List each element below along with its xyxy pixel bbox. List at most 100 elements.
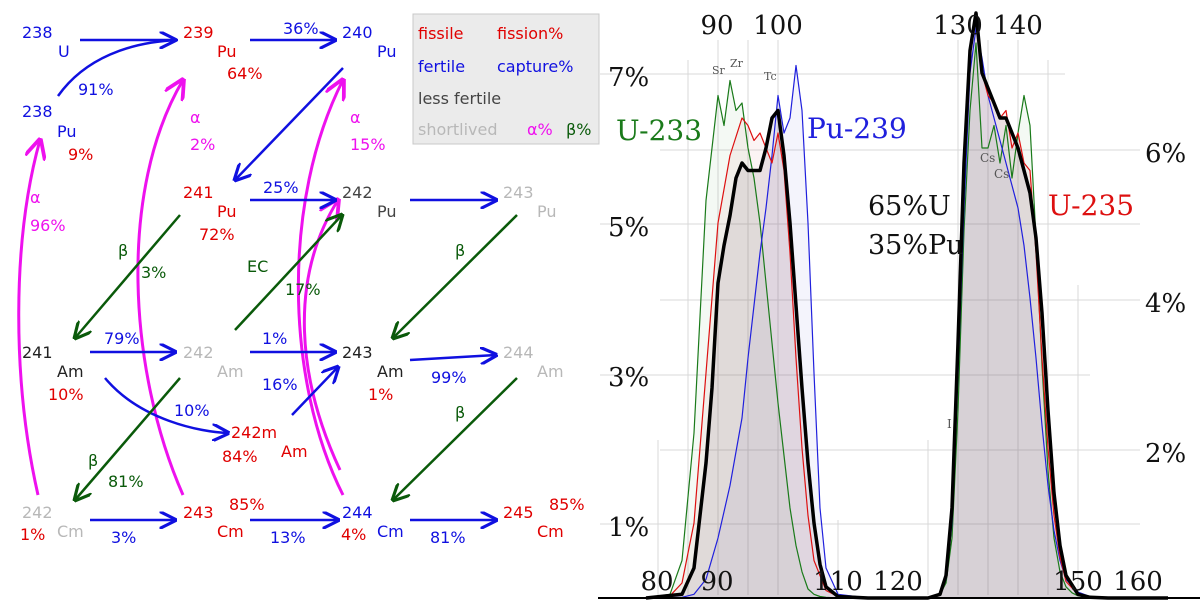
nuclide-pu240: 240 Pu bbox=[342, 23, 397, 61]
nuclide-cm244-symbol: Cm bbox=[377, 522, 404, 541]
nuclide-cm244-mass: 244 bbox=[342, 503, 373, 522]
label-alpha-cm242-pu238: α bbox=[30, 188, 41, 207]
legend-shortlived: shortlived bbox=[418, 120, 497, 139]
beta-arrow-am242-cm242 bbox=[75, 377, 181, 500]
legend-alpha-pct: α% bbox=[527, 120, 553, 139]
series-area-u235 bbox=[646, 13, 1168, 598]
x-tick-bottom-150: 150 bbox=[1053, 567, 1103, 597]
x-tick-bottom-80: 80 bbox=[640, 567, 673, 597]
nuclide-cm243-pct: 85% bbox=[229, 495, 265, 514]
element-label-sr: Sr bbox=[712, 64, 726, 77]
y-tick-right-6pct: 6% bbox=[1145, 139, 1186, 169]
label-capture-cm243-cm244: 13% bbox=[270, 528, 306, 547]
label-beta-pu243-am243: β bbox=[455, 241, 465, 260]
series-area-pu239 bbox=[646, 28, 1168, 598]
nuclide-cm243-symbol: Cm bbox=[217, 522, 244, 541]
nuclide-cm242-symbol: Cm bbox=[57, 522, 84, 541]
x-tick-top-100: 100 bbox=[753, 11, 803, 41]
label-capture-am243-am244: 99% bbox=[431, 368, 467, 387]
x-tick-top-90: 90 bbox=[700, 11, 733, 41]
capture-arrow-am242m-am243 bbox=[291, 367, 338, 416]
nuclide-pu239-mass: 239 bbox=[183, 23, 214, 42]
nuclide-cm245-pct: 85% bbox=[549, 495, 585, 514]
label-beta-am242-cm242: β bbox=[88, 451, 98, 470]
series-area-u233 bbox=[646, 43, 1168, 598]
legend-fissile: fissile bbox=[418, 24, 463, 43]
label-capture-am242m-am243: 16% bbox=[262, 375, 298, 394]
nuclide-pu241-pct: 72% bbox=[199, 225, 235, 244]
nuclide-cm244-pct: 4% bbox=[341, 525, 366, 544]
capture-arrow-u238-pu238 bbox=[56, 38, 179, 97]
legend-background bbox=[412, 13, 600, 145]
nuclide-pu238: 238 Pu 9% bbox=[22, 102, 93, 164]
beta-arrow-pu243-am243 bbox=[393, 214, 518, 338]
legend-fertile: fertile bbox=[418, 57, 465, 76]
nuclide-am241-mass: 241 bbox=[22, 343, 53, 362]
legend-beta-pct: β% bbox=[566, 120, 591, 139]
nuclide-am241: 241 Am 10% bbox=[22, 343, 84, 404]
nuclide-am244-symbol: Am bbox=[537, 362, 564, 381]
label-alpha-pct-cm243-pu239: 2% bbox=[190, 135, 215, 154]
nuclide-cm242-pct: 1% bbox=[20, 525, 45, 544]
nuclide-am243-pct: 1% bbox=[368, 385, 393, 404]
nuclide-pu241-symbol: Pu bbox=[217, 202, 237, 221]
nuclide-am242-symbol: Am bbox=[217, 362, 244, 381]
nuclide-cm243-mass: 243 bbox=[183, 503, 214, 522]
label-alpha-cm243-pu239: α bbox=[190, 108, 201, 127]
label-capture-u238-pu238: 91% bbox=[78, 80, 114, 99]
nuclide-am242-mass: 242 bbox=[183, 343, 214, 362]
ec-arrow-am242-pu242 bbox=[234, 215, 342, 331]
nuclide-pu239: 239 Pu 64% bbox=[183, 23, 263, 83]
chart-series bbox=[645, 11, 1168, 600]
label-capture-am241-am242: 79% bbox=[104, 329, 140, 348]
beta-arrow-pu241-am241 bbox=[75, 214, 181, 338]
nuclide-pu240-symbol: Pu bbox=[377, 42, 397, 61]
nuclide-cm242: 242 Cm 1% bbox=[20, 503, 84, 544]
x-tick-bottom-120: 120 bbox=[873, 567, 923, 597]
nuclide-pu243: 243 Pu bbox=[503, 183, 557, 221]
fission-yield-chart: 90 100 130 140 80 90 110 120 150 160 1% … bbox=[598, 11, 1200, 600]
label-capture-am242-am243: 1% bbox=[262, 329, 287, 348]
label-beta-pu241-am241: β bbox=[118, 241, 128, 260]
x-tick-top-140: 140 bbox=[993, 11, 1043, 41]
series-label-u235: U-235 bbox=[1048, 189, 1134, 222]
nuclide-am242m-symbol: Am bbox=[281, 442, 308, 461]
legend-less-fertile: less fertile bbox=[418, 89, 501, 108]
label-beta-pct-pu241-am241: 3% bbox=[141, 263, 166, 282]
legend-fission-pct: fission% bbox=[497, 24, 563, 43]
y-tick-left-7pct: 7% bbox=[608, 63, 649, 93]
annotation-65-u: 65%U bbox=[868, 191, 951, 222]
annotation-35-pu: 35%Pu bbox=[868, 230, 964, 261]
nuclide-pu243-mass: 243 bbox=[503, 183, 534, 202]
element-label-i: I bbox=[947, 417, 952, 431]
nuclide-am242m-mass: 242m bbox=[231, 423, 277, 442]
nuclide-pu238-mass: 238 bbox=[22, 102, 53, 121]
label-ec-am242-pu242: EC bbox=[247, 257, 268, 276]
series-area-mix bbox=[646, 13, 1168, 598]
nuclide-cm245-mass: 245 bbox=[503, 503, 534, 522]
nuclide-pu241-mass: 241 bbox=[183, 183, 214, 202]
capture-arrow-am241-am242m bbox=[104, 377, 228, 433]
nuclide-cm242-mass: 242 bbox=[22, 503, 53, 522]
nuclide-am242: 242 Am bbox=[183, 343, 244, 381]
element-label-zr: Zr bbox=[730, 57, 744, 70]
nuclide-cm245-symbol: Cm bbox=[537, 522, 564, 541]
nuclide-pu241: 241 Pu 72% bbox=[183, 183, 237, 244]
nuclide-am243: 243 Am 1% bbox=[342, 343, 404, 404]
y-tick-left-5pct: 5% bbox=[608, 213, 649, 243]
label-capture-pu239-pu240: 36% bbox=[283, 19, 319, 38]
nuclide-am242m: 242m Am 84% bbox=[222, 423, 308, 466]
nuclide-cm244: 244 Cm 4% bbox=[341, 503, 404, 544]
nuclide-am242m-pct: 84% bbox=[222, 447, 258, 466]
nuclide-am244-mass: 244 bbox=[503, 343, 534, 362]
y-tick-right-4pct: 4% bbox=[1145, 289, 1186, 319]
nuclide-pu238-symbol: Pu bbox=[57, 122, 77, 141]
nuclide-am241-pct: 10% bbox=[48, 385, 84, 404]
label-beta-pct-am242-cm242: 81% bbox=[108, 472, 144, 491]
label-capture-am241-am242m: 10% bbox=[174, 401, 210, 420]
nuclide-am243-mass: 243 bbox=[342, 343, 373, 362]
element-label-tc: Tc bbox=[764, 70, 777, 83]
nuclide-am244: 244 Am bbox=[503, 343, 564, 381]
alpha-arrow-cm242-pu238 bbox=[17, 140, 40, 496]
